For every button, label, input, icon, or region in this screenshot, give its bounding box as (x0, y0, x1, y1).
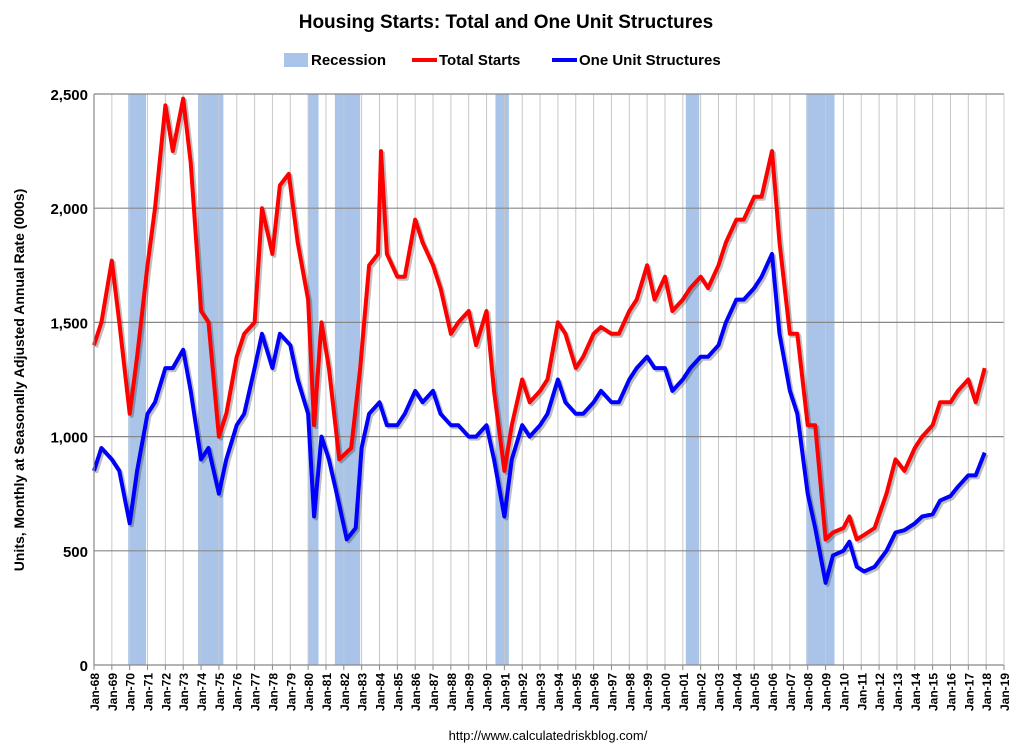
legend-label-one-unit: One Unit Structures (579, 52, 721, 69)
x-tick-label: Jan-10 (837, 673, 851, 711)
x-tick-label: Jan-00 (659, 673, 673, 711)
y-tick-label: 2,000 (50, 201, 88, 218)
series-shadow (94, 253, 989, 587)
y-axis-label: Units, Monthly at Seasonally Adjusted An… (11, 189, 27, 571)
x-tick-label: Jan-16 (944, 673, 958, 711)
x-tick-label: Jan-71 (142, 673, 156, 711)
y-tick-label: 500 (63, 544, 88, 561)
x-tick-label: Jan-75 (213, 673, 227, 711)
x-tick-label: Jan-07 (784, 673, 798, 711)
x-tick-label: Jan-86 (409, 673, 423, 711)
legend-label-recession: Recession (311, 52, 386, 69)
x-tick-label: Jan-87 (427, 673, 441, 711)
x-tick-label: Jan-13 (891, 673, 905, 711)
x-tick-label: Jan-81 (320, 673, 334, 711)
recession-band (685, 94, 700, 665)
legend-label-total: Total Starts (439, 52, 520, 69)
x-tick-label: Jan-09 (820, 673, 834, 711)
x-tick-label: Jan-76 (231, 673, 245, 711)
x-tick-label: Jan-78 (266, 673, 280, 711)
x-tick-label: Jan-04 (730, 673, 744, 711)
y-tick-label: 2,500 (50, 87, 88, 104)
x-tick-label: Jan-18 (980, 673, 994, 711)
x-tick-label: Jan-83 (356, 673, 370, 711)
recession-band (128, 94, 147, 665)
x-tick-label: Jan-14 (909, 673, 923, 711)
x-tick-label: Jan-15 (927, 673, 941, 711)
total-starts-line (92, 96, 987, 542)
x-tick-label: Jan-84 (373, 673, 387, 711)
x-tick-label: Jan-77 (249, 673, 263, 711)
recession-band (198, 94, 224, 665)
x-tick-label: Jan-97 (605, 673, 619, 711)
x-tick-label: Jan-79 (284, 673, 298, 711)
x-tick-label: Jan-89 (463, 673, 477, 711)
x-tick-label: Jan-98 (623, 673, 637, 711)
x-tick-label: Jan-80 (302, 673, 316, 711)
x-tick-label: Jan-70 (124, 673, 138, 711)
y-tick-label: 1,000 (50, 430, 88, 447)
x-tick-label: Jan-85 (391, 673, 405, 711)
x-tick-label: Jan-92 (516, 673, 530, 711)
y-tick-label: 1,500 (50, 315, 88, 332)
x-tick-label: Jan-88 (445, 673, 459, 711)
x-tick-label: Jan-08 (802, 673, 816, 711)
x-tick-label: Jan-99 (641, 673, 655, 711)
x-tick-label: Jan-82 (338, 673, 352, 711)
x-tick-label: Jan-06 (766, 673, 780, 711)
chart-title: Housing Starts: Total and One Unit Struc… (299, 12, 714, 33)
x-tick-label: Jan-95 (570, 673, 584, 711)
x-tick-label: Jan-02 (695, 673, 709, 711)
x-tick-label: Jan-90 (481, 673, 495, 711)
x-tick-label: Jan-72 (159, 673, 173, 711)
legend-swatch-recession (284, 53, 308, 67)
x-tick-label: Jan-01 (677, 673, 691, 711)
x-tick-label: Jan-68 (88, 673, 102, 711)
x-tick-label: Jan-93 (534, 673, 548, 711)
x-tick-label: Jan-94 (552, 673, 566, 711)
x-tick-label: Jan-74 (195, 673, 209, 711)
x-tick-label: Jan-69 (106, 673, 120, 711)
x-tick-label: Jan-91 (498, 673, 512, 711)
x-tick-label: Jan-03 (713, 673, 727, 711)
y-tick-label: 0 (80, 658, 88, 675)
one-unit-structures-line (92, 251, 987, 585)
source-note: http://www.calculatedriskblog.com/ (449, 728, 648, 743)
legend: Recession Total Starts One Unit Structur… (284, 52, 721, 69)
series-shadow (94, 98, 989, 544)
x-tick-label: Jan-05 (748, 673, 762, 711)
x-tick-label: Jan-12 (873, 673, 887, 711)
x-tick-label: Jan-17 (962, 673, 976, 711)
x-tick-label: Jan-96 (588, 673, 602, 711)
recession-band (334, 94, 361, 665)
x-tick-label: Jan-19 (998, 673, 1012, 711)
x-tick-label: Jan-73 (177, 673, 191, 711)
recession-band (495, 94, 509, 665)
x-tick-label: Jan-11 (855, 673, 869, 711)
